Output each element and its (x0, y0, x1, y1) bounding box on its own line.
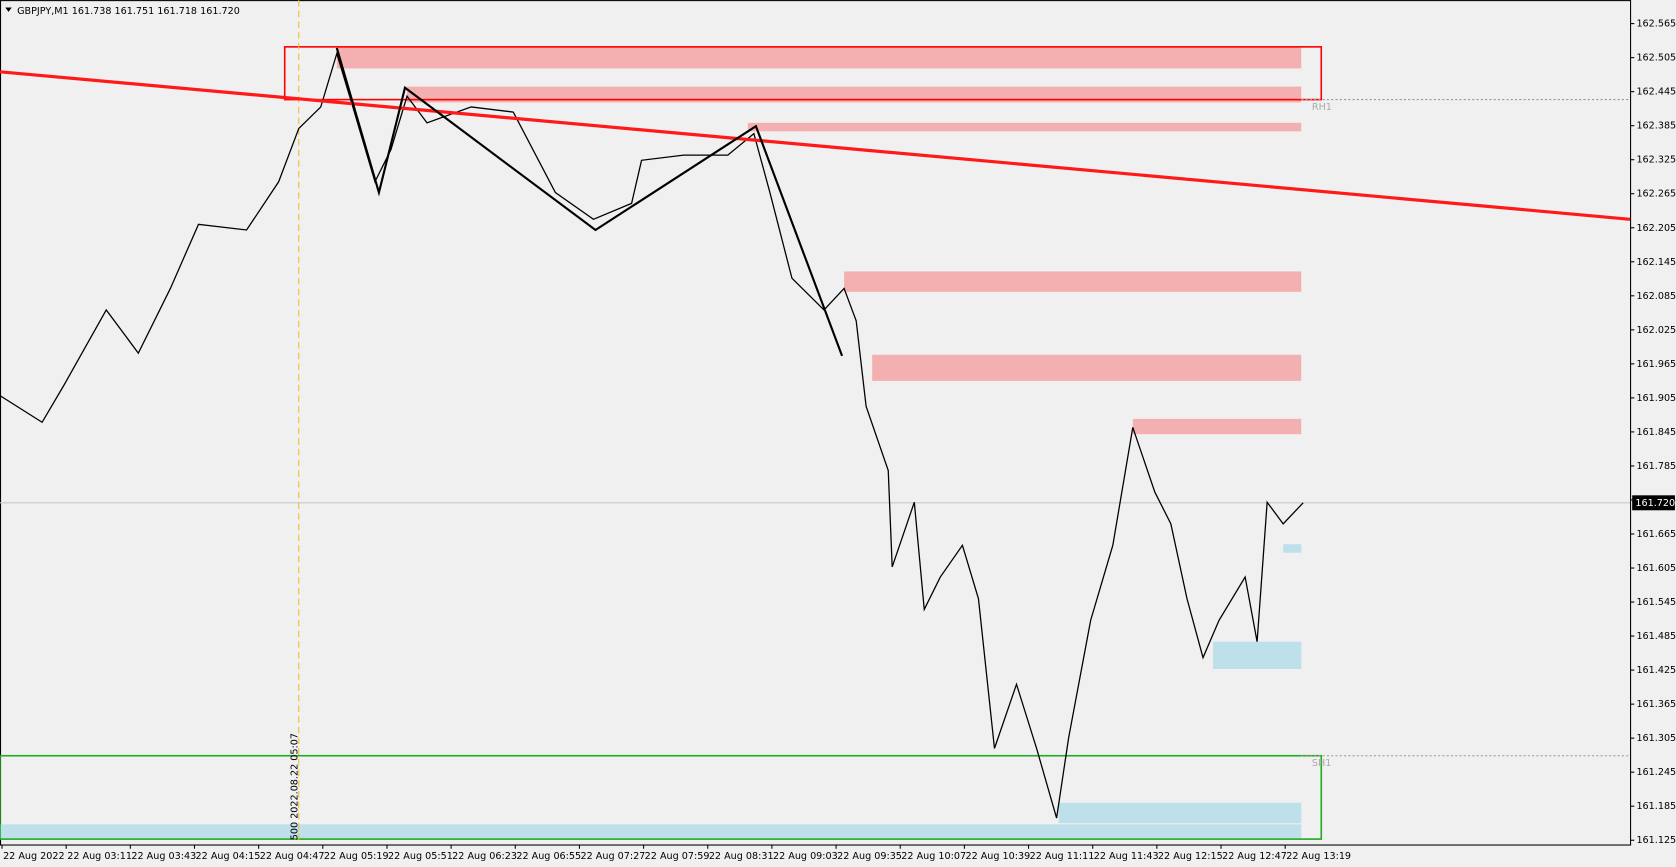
y-tick-label: 161.125 (1636, 835, 1676, 846)
zone (1283, 544, 1302, 553)
y-tick-label: 161.845 (1636, 427, 1676, 438)
y-tick-label: 161.785 (1636, 461, 1676, 472)
y-tick-label: 161.905 (1636, 393, 1676, 404)
level-label: SH1 (1312, 758, 1331, 769)
x-tick-label: 22 Aug 08:31 (709, 851, 774, 862)
x-tick-label: 22 Aug 03:11 (67, 851, 132, 862)
last-price-label: 161.720 (1635, 498, 1675, 509)
x-tick-label: 22 Aug 11:11 (1030, 851, 1095, 862)
zone (336, 46, 1302, 69)
zigzag (335, 47, 844, 357)
x-tick-label: 22 Aug 09:03 (773, 851, 838, 862)
y-tick-label: 161.425 (1636, 665, 1676, 676)
zone (872, 354, 1302, 381)
x-tick-label: 22 Aug 03:43 (131, 851, 196, 862)
y-tick-label: 162.025 (1636, 325, 1676, 336)
x-tick-label: 22 Aug 10:07 (901, 851, 966, 862)
time-marker-label: 500 2022.08.22 05:07 (289, 733, 300, 840)
menu-arrow[interactable] (5, 7, 12, 12)
y-tick-label: 161.485 (1636, 631, 1676, 642)
zone (407, 86, 1302, 103)
x-tick-label: 22 Aug 06:23 (452, 851, 517, 862)
y-tick-label: 161.245 (1636, 767, 1676, 778)
x-tick-label: 22 Aug 2022 (3, 851, 65, 862)
chart-title: GBPJPY,M1 161.738 161.751 161.718 161.72… (17, 6, 240, 17)
last-price-box (1632, 495, 1675, 511)
y-tick-label: 161.545 (1636, 597, 1676, 608)
x-tick-label: 22 Aug 09:35 (837, 851, 902, 862)
y-tick-label: 162.445 (1636, 87, 1676, 98)
zone (0, 824, 1302, 840)
y-tick-label: 161.365 (1636, 699, 1676, 710)
y-tick-label: 161.185 (1636, 801, 1676, 812)
y-tick-label: 162.145 (1636, 257, 1676, 268)
y-tick-label: 162.265 (1636, 189, 1676, 200)
x-tick-label: 22 Aug 12:15 (1158, 851, 1223, 862)
y-tick-label: 162.205 (1636, 223, 1676, 234)
zone (747, 122, 1302, 132)
plot-frame (0, 0, 1632, 846)
x-tick-label: 22 Aug 05:19 (324, 851, 389, 862)
zone (844, 271, 1302, 292)
box (283, 46, 1323, 101)
y-tick-label: 161.665 (1636, 529, 1676, 540)
y-tick-label: 161.965 (1636, 359, 1676, 370)
y-tick-label: 162.325 (1636, 155, 1676, 166)
zone (1213, 641, 1302, 669)
level-label: RH1 (1312, 102, 1332, 113)
zone (1058, 802, 1302, 824)
box (0, 754, 1323, 840)
x-tick-label: 22 Aug 04:15 (196, 851, 261, 862)
y-tick-label: 162.565 (1636, 19, 1676, 30)
x-tick-label: 22 Aug 11:43 (1094, 851, 1159, 862)
y-tick-label: 161.305 (1636, 733, 1676, 744)
y-tick-label: 162.085 (1636, 291, 1676, 302)
x-tick-label: 22 Aug 07:59 (645, 851, 710, 862)
x-tick-label: 22 Aug 13:19 (1286, 851, 1351, 862)
x-tick-label: 22 Aug 07:27 (581, 851, 646, 862)
x-tick-label: 22 Aug 04:47 (260, 851, 325, 862)
x-tick-label: 22 Aug 05:51 (388, 851, 453, 862)
y-tick-label: 162.505 (1636, 53, 1676, 64)
x-tick-label: 22 Aug 10:39 (965, 851, 1030, 862)
x-tick-label: 22 Aug 06:55 (516, 851, 581, 862)
zone (1132, 418, 1302, 435)
x-tick-label: 22 Aug 12:47 (1222, 851, 1287, 862)
trendline (0, 70, 1631, 221)
y-tick-label: 161.605 (1636, 563, 1676, 574)
y-tick-label: 162.385 (1636, 121, 1676, 132)
